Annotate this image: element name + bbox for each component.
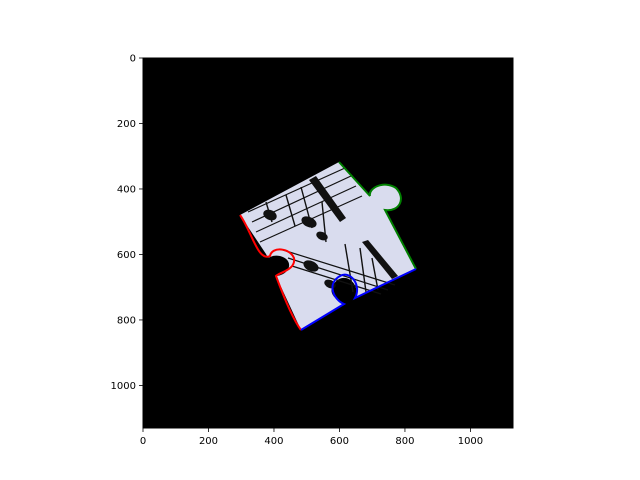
x-tick-label: 600 (330, 436, 349, 447)
y-tick-label: 0 (130, 54, 136, 65)
y-tick-label: 600 (117, 250, 136, 261)
x-axis-ticks: 0 200 400 600 800 1000 (140, 428, 483, 447)
y-tick-label: 1000 (111, 381, 136, 392)
x-tick-label: 1000 (458, 436, 483, 447)
y-axis-ticks: 0 200 400 600 800 1000 (111, 54, 143, 392)
x-tick-label: 800 (395, 436, 414, 447)
y-tick-label: 800 (117, 315, 136, 326)
x-tick-label: 400 (264, 436, 283, 447)
puzzle-piece-image (239, 161, 417, 331)
edge-right-green (338, 161, 417, 270)
note-heads (263, 209, 336, 289)
puzzle-piece-body (240, 162, 416, 330)
y-tick-label: 200 (117, 119, 136, 130)
music-beam (309, 176, 346, 222)
x-tick-label: 200 (199, 436, 218, 447)
edge-left-red (239, 214, 302, 331)
y-tick-label: 400 (117, 184, 136, 195)
axes-frame (142, 57, 514, 429)
edge-bottom-blue (300, 268, 417, 331)
music-beam-lower (362, 240, 398, 279)
x-tick-label: 0 (140, 436, 146, 447)
